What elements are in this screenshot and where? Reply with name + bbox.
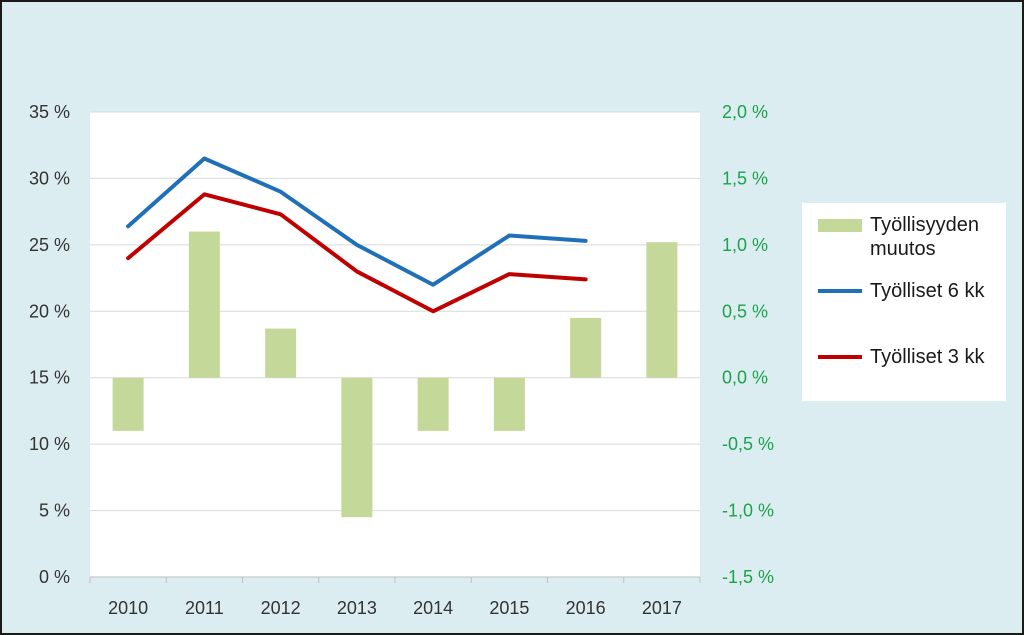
legend-label: Työlliset 6 kk: [870, 280, 985, 302]
x-tick-label: 2012: [261, 598, 301, 618]
y-right-tick-label: 0,5 %: [722, 301, 768, 321]
y-right-tick-label: -1,0 %: [722, 501, 774, 521]
bar-2015: [493, 377, 525, 431]
plot-area: [90, 112, 700, 577]
y-right-tick-label: -1,5 %: [722, 567, 774, 587]
y-right-tick-label: 1,0 %: [722, 235, 768, 255]
y-left-tick-label: 35 %: [29, 102, 70, 122]
x-tick-label: 2017: [642, 598, 682, 618]
y-left-tick-label: 15 %: [29, 368, 70, 388]
x-tick-label: 2010: [108, 598, 148, 618]
legend-label: Työllisyyden muutos: [870, 214, 979, 260]
y-left-tick-label: 20 %: [29, 301, 70, 321]
legend-swatch-line: [818, 345, 862, 374]
line-series-1: [126, 192, 588, 314]
legend-swatch-bar: [818, 213, 862, 242]
x-tick-label: 2015: [489, 598, 529, 618]
y-right-tick-label: 2,0 %: [722, 102, 768, 122]
bar-2013: [341, 377, 373, 518]
legend-item-tyolliset-3kk: Työlliset 3 kk: [818, 345, 1000, 374]
line-series-0: [126, 156, 588, 287]
x-axis: 2010 2011 2012 2013 2014 2015 2016 2017: [89, 576, 701, 618]
line-series-group: [126, 156, 588, 314]
bar-2017: [646, 242, 678, 378]
legend: Työllisyyden muutos Työlliset 6 kk Työll…: [802, 203, 1006, 401]
y-left-tick-label: 0 %: [39, 567, 70, 587]
y-right-tick-label: 0,0 %: [722, 368, 768, 388]
legend-item-tyolliset-6kk: Työlliset 6 kk: [818, 279, 1000, 308]
x-tick-label: 2013: [337, 598, 377, 618]
y-left-tick-label: 10 %: [29, 434, 70, 454]
y-left-tick-label: 5 %: [39, 501, 70, 521]
y-axis-right: -1,5 % -1,0 % -0,5 % 0,0 % 0,5 % 1,0 % 1,5 % 2,…: [722, 102, 774, 587]
plot-background: [90, 112, 700, 577]
bar-2012: [265, 328, 297, 378]
bar-2016: [570, 317, 602, 378]
y-right-tick-label: -0,5 %: [722, 434, 774, 454]
y-right-tick-label: 1,5 %: [722, 168, 768, 188]
bar-2014: [417, 377, 449, 431]
bar-2010: [112, 377, 144, 431]
legend-item-tyollisyyden-muutos: Työllisyyden muutos: [818, 213, 1000, 261]
legend-label: Työlliset 3 kk: [870, 346, 985, 368]
x-tick-label: 2014: [413, 598, 453, 618]
bar-2011: [188, 231, 220, 378]
bar-series-tyollisyyden-muutos: [112, 231, 678, 518]
x-tick-label: 2011: [185, 598, 224, 618]
x-tick-label: 2016: [566, 598, 606, 618]
y-axis-left: 0 % 5 % 10 % 15 % 20 % 25 % 30 % 35 %: [29, 102, 70, 587]
y-left-tick-label: 30 %: [29, 168, 70, 188]
legend-swatch-line: [818, 279, 862, 308]
y-left-tick-label: 25 %: [29, 235, 70, 255]
